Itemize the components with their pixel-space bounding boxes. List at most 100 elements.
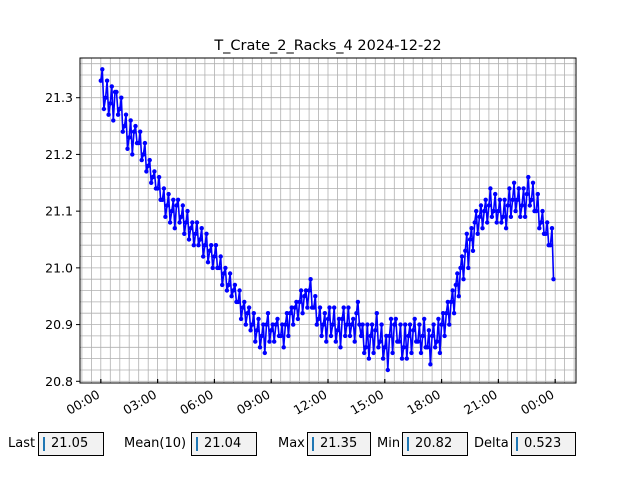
data-point (130, 152, 135, 157)
data-point (306, 288, 312, 293)
data-point (324, 339, 329, 344)
data-point (365, 322, 370, 327)
data-point (246, 305, 252, 310)
data-point (466, 265, 471, 271)
last-label: Last (8, 436, 36, 451)
min-label: Min (377, 436, 401, 451)
data-point (335, 328, 340, 333)
data-point (453, 282, 458, 288)
data-point (420, 333, 425, 339)
data-point (341, 305, 346, 310)
data-point (500, 214, 506, 219)
data-point (450, 288, 455, 293)
data-point (101, 106, 107, 112)
data-point (235, 299, 241, 305)
data-point (270, 322, 275, 327)
data-point (262, 350, 267, 356)
data-point (114, 89, 119, 95)
data-point (174, 203, 179, 208)
data-point (417, 322, 422, 327)
data-point (358, 333, 364, 339)
data-point (119, 95, 124, 100)
data-point (212, 254, 217, 259)
y-tick-label: 20.9 (45, 317, 73, 332)
data-point (418, 350, 424, 356)
data-point (475, 231, 480, 236)
data-point (507, 186, 512, 191)
data-point (204, 231, 209, 236)
data-point (354, 311, 359, 316)
data-point (136, 140, 141, 146)
data-point (399, 356, 405, 361)
data-point (251, 311, 256, 316)
data-point (388, 316, 394, 322)
data-point (175, 197, 181, 202)
data-point (519, 203, 525, 208)
y-tick-label: 21.3 (45, 90, 73, 105)
data-point (183, 220, 189, 225)
data-point (513, 208, 518, 214)
data-point (384, 333, 389, 339)
data-point (155, 186, 160, 191)
data-point (534, 208, 539, 214)
data-point (369, 322, 375, 327)
mean-label: Mean(10) (124, 436, 187, 451)
data-point (503, 226, 509, 231)
data-point (332, 305, 337, 310)
data-point (549, 226, 555, 231)
data-point (431, 322, 436, 327)
data-point (455, 271, 460, 276)
data-point (398, 322, 403, 327)
data-point (190, 220, 195, 225)
data-point (248, 328, 253, 333)
data-point (448, 299, 454, 305)
x-tick-label: 03:00 (120, 387, 159, 418)
x-tick-label: 09:00 (234, 387, 273, 418)
data-point (461, 277, 466, 282)
data-point (202, 243, 208, 248)
data-point (333, 339, 338, 344)
data-point (429, 333, 435, 339)
data-point (524, 191, 529, 197)
data-point (469, 226, 474, 231)
data-point (303, 288, 309, 293)
data-point (362, 350, 367, 356)
data-point (474, 208, 479, 214)
data-point (464, 231, 469, 236)
data-point (109, 84, 115, 89)
data-point (328, 333, 334, 339)
data-point (138, 129, 143, 134)
data-point (292, 305, 298, 310)
data-point (254, 328, 260, 333)
data-point (340, 316, 345, 322)
data-point (177, 220, 182, 225)
data-point (152, 169, 157, 174)
data-point (98, 78, 104, 83)
x-tick-label: 00:00 (518, 387, 557, 418)
data-point (527, 203, 532, 208)
data-point (141, 152, 146, 157)
y-tick-label: 21.1 (45, 204, 73, 219)
data-point (261, 322, 266, 327)
data-point (338, 345, 343, 350)
y-tick-label: 20.8 (45, 374, 73, 389)
data-point (305, 305, 310, 310)
data-point (343, 333, 348, 339)
data-point (149, 180, 154, 185)
data-point (515, 197, 520, 202)
data-point (142, 140, 148, 146)
data-point (250, 322, 255, 327)
data-point (535, 191, 540, 197)
data-point (123, 112, 129, 117)
data-point (317, 305, 323, 310)
data-point (401, 345, 406, 350)
data-point (171, 197, 176, 202)
data-point (281, 345, 286, 350)
x-tick-label: 06:00 (177, 387, 216, 418)
data-point (379, 322, 384, 327)
data-point (385, 367, 390, 373)
data-point (291, 322, 296, 327)
data-point (264, 322, 269, 327)
x-tick-label: 21:00 (461, 387, 500, 418)
data-point (242, 299, 247, 305)
